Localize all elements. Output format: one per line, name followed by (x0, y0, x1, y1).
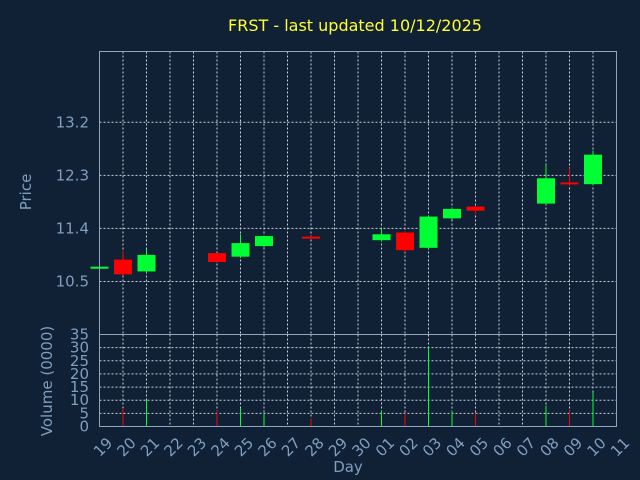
volume-bars (99, 347, 594, 427)
x-tick-label: 25 (231, 434, 257, 460)
x-tick-label: 11 (607, 434, 633, 460)
volume-tick-label: 10 (70, 391, 89, 409)
volume-tick-label: 5 (79, 404, 89, 422)
candle-body (396, 232, 414, 251)
volume-tick-label: 30 (70, 339, 89, 357)
candle-body (208, 253, 226, 262)
x-tick-label: 22 (161, 434, 187, 460)
x-tick-label: 10 (584, 434, 610, 460)
x-tick-label: 02 (396, 434, 422, 460)
volume-tick-label: 35 (70, 326, 89, 344)
x-tick-label: 04 (443, 434, 469, 460)
x-tick-label: 27 (278, 434, 304, 460)
candle-body (560, 182, 579, 185)
volume-tick-label: 20 (70, 365, 89, 383)
x-tick-label: 28 (302, 434, 328, 460)
candle-body (255, 236, 273, 247)
candle-body (302, 236, 320, 239)
candle-body (443, 208, 461, 219)
x-tick-label: 08 (537, 434, 563, 460)
x-tick-label: 30 (349, 434, 375, 460)
volume-tick-label: 0 (79, 418, 89, 436)
x-tick-label: 01 (372, 434, 398, 460)
x-tick-label: 29 (325, 434, 351, 460)
candle-body (137, 254, 156, 272)
chart-title: FRST - last updated 10/12/2025 (228, 16, 482, 35)
price-tick-label: 12.3 (56, 166, 89, 184)
price-tick-label: 13.2 (56, 113, 89, 131)
price-grid (99, 51, 617, 335)
volume-axis-label: Volume (0000) (38, 326, 56, 436)
x-tick-label: 07 (513, 434, 539, 460)
x-tick-labels: 1920212223242526272829300102030405060708… (90, 434, 633, 460)
candle-body (372, 234, 391, 241)
x-tick-label: 09 (560, 434, 586, 460)
volume-tick-label: 15 (70, 378, 89, 396)
candle-body (231, 243, 250, 257)
x-tick-label: 20 (114, 434, 140, 460)
x-tick-label: 05 (466, 434, 492, 460)
x-tick-label: 03 (419, 434, 445, 460)
candle-body (584, 154, 602, 185)
candle-body (419, 216, 438, 248)
price-axis-label: Price (17, 174, 35, 211)
x-tick-label: 24 (208, 434, 234, 460)
price-tick-labels: 13.2 12.3 11.4 10.5 (56, 113, 89, 290)
x-tick-label: 06 (490, 434, 516, 460)
volume-panel-frame (99, 334, 617, 427)
candles (90, 150, 602, 276)
price-tick-label: 10.5 (56, 272, 89, 290)
x-axis-label: Day (333, 458, 363, 476)
x-tick-label: 21 (137, 434, 163, 460)
volume-tick-label: 25 (70, 352, 89, 370)
x-tick-label: 19 (90, 434, 116, 460)
x-tick-label: 23 (184, 434, 210, 460)
candle-body (537, 178, 555, 204)
candle-body (114, 259, 132, 275)
candle-body (466, 206, 485, 211)
volume-grid (99, 334, 617, 427)
price-tick-label: 11.4 (56, 219, 89, 237)
x-tick-label: 26 (255, 434, 281, 460)
